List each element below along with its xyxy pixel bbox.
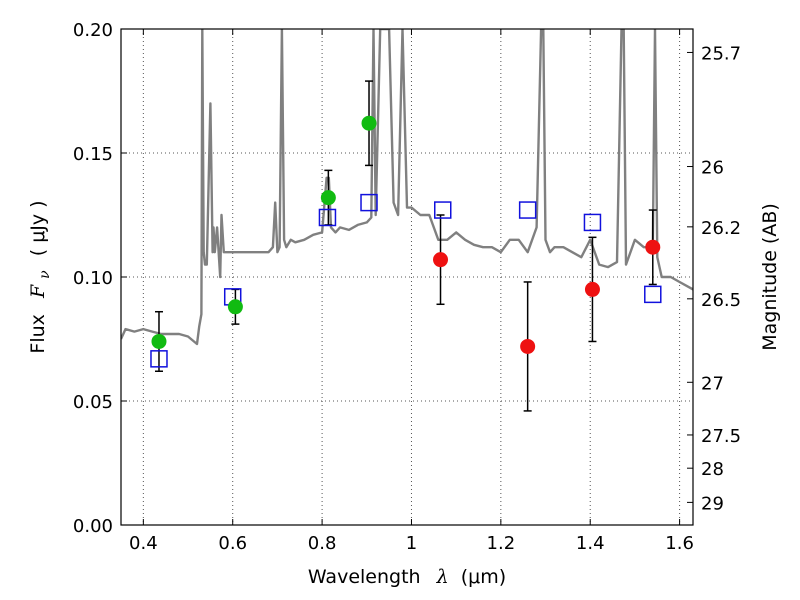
y-axis-unit: ( μJy ) bbox=[27, 200, 49, 256]
model-photometry-box bbox=[644, 285, 662, 304]
nir-data-point bbox=[645, 239, 661, 255]
model-photometry-box bbox=[583, 213, 602, 232]
model-photometry-box bbox=[360, 193, 378, 212]
grid-lines bbox=[121, 29, 693, 525]
y2-tick-label: 26.2 bbox=[701, 218, 741, 239]
y2-tick-label: 26.5 bbox=[701, 290, 741, 311]
y-tick-label: 0.10 bbox=[73, 268, 113, 289]
nir-data-point bbox=[584, 281, 600, 297]
model-box-layer bbox=[150, 193, 662, 368]
axis-ticks: 0.4 0.6 0.8 1 1.2 1.4 1.6 0.00 0.05 0.10 0.15 0.20 2… bbox=[73, 20, 741, 554]
x-tick-label: 1.2 bbox=[487, 533, 516, 554]
nir-data-point bbox=[433, 252, 449, 268]
y-axis-subscript: ν bbox=[37, 270, 53, 279]
optical-data-point bbox=[361, 115, 377, 131]
y2-tick-label: 29 bbox=[701, 493, 724, 514]
y-axis-label: Flux F ν ( μJy ) bbox=[27, 200, 54, 353]
optical-data-point bbox=[320, 190, 336, 206]
y-tick-label: 0.15 bbox=[73, 144, 113, 165]
model-photometry-box bbox=[150, 350, 168, 368]
x-axis-symbol: λ bbox=[436, 566, 449, 588]
nir-data-point bbox=[520, 338, 536, 354]
y2-tick-label: 26 bbox=[701, 158, 724, 179]
y-tick-label: 0.20 bbox=[73, 20, 113, 41]
model-photometry-box bbox=[434, 201, 452, 219]
optical-data-point bbox=[151, 333, 167, 349]
x-axis-label: Wavelength λ (μm) bbox=[308, 566, 506, 588]
x-tick-label: 1.4 bbox=[576, 533, 605, 554]
y2-tick-label: 27.5 bbox=[701, 426, 741, 447]
y-tick-label: 0.00 bbox=[73, 516, 113, 537]
spectrum-line bbox=[121, 29, 693, 346]
spectrum-layer bbox=[121, 29, 693, 346]
photometry-point-layer bbox=[151, 115, 661, 354]
y2-tick-label: 27 bbox=[701, 373, 724, 394]
model-photometry-box bbox=[318, 208, 337, 227]
x-tick-label: 0.8 bbox=[308, 533, 337, 554]
y-tick-label: 0.05 bbox=[73, 392, 113, 413]
x-tick-label: 0.6 bbox=[218, 533, 247, 554]
x-axis-unit: (μm) bbox=[461, 566, 506, 588]
model-photometry-box bbox=[518, 201, 537, 219]
y2-tick-label: 25.7 bbox=[701, 43, 741, 64]
y2-axis-label: Magnitude (AB) bbox=[759, 203, 781, 351]
x-tick-label: 0.4 bbox=[129, 533, 158, 554]
y2-tick-label: 28 bbox=[701, 459, 724, 480]
x-tick-label: 1 bbox=[406, 533, 417, 554]
y-axis-label-text: Flux bbox=[27, 314, 49, 354]
optical-data-point bbox=[227, 299, 243, 315]
x-axis-label-text: Wavelength bbox=[308, 566, 421, 588]
y-axis-symbol: F bbox=[27, 284, 49, 299]
x-tick-label: 1.6 bbox=[665, 533, 694, 554]
